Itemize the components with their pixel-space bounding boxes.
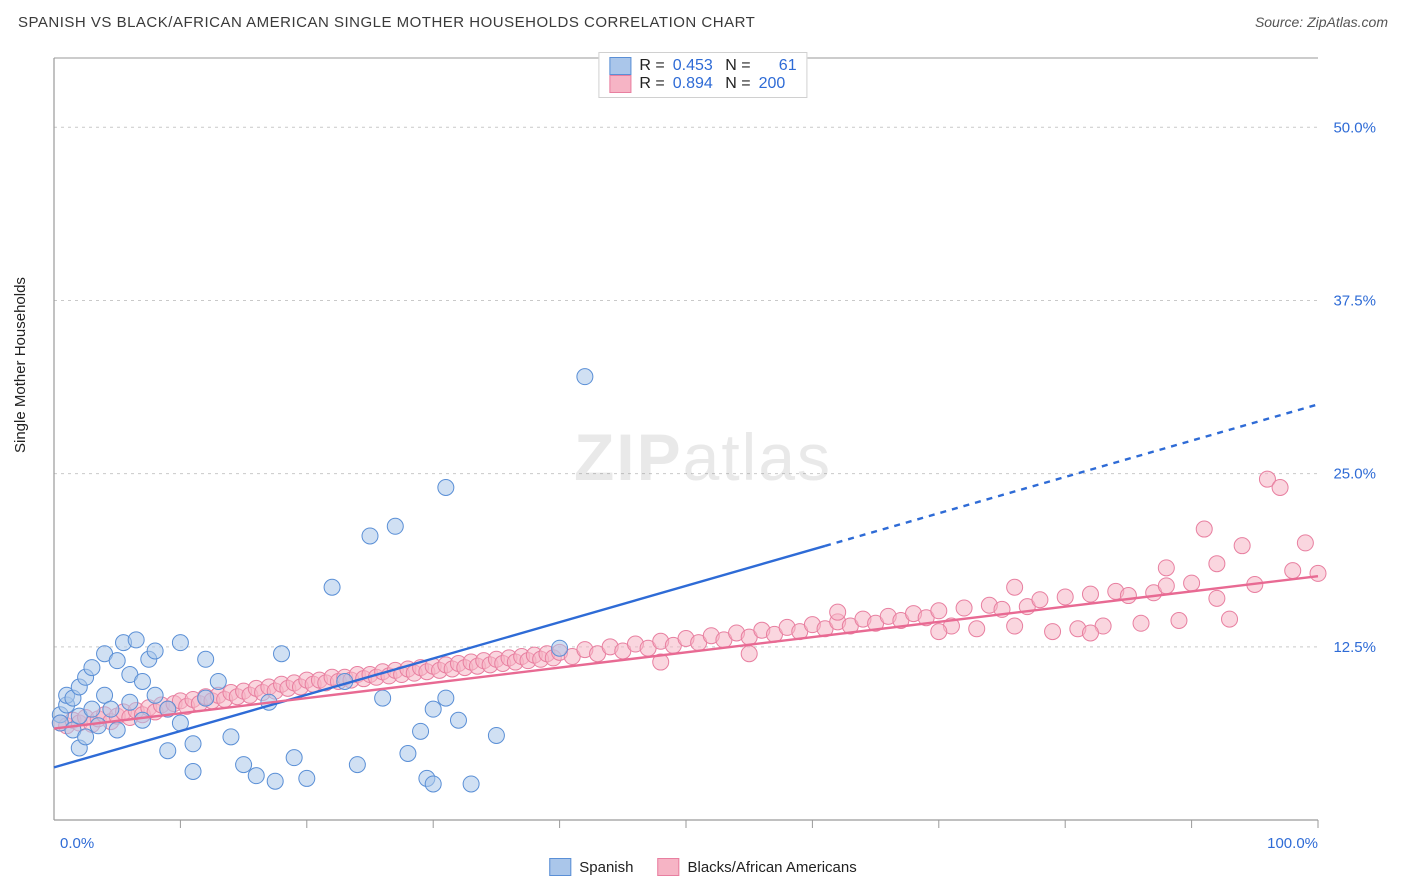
legend-item-black: Blacks/African Americans: [657, 858, 856, 876]
svg-text:50.0%: 50.0%: [1333, 119, 1376, 136]
chart-title: SPANISH VS BLACK/AFRICAN AMERICAN SINGLE…: [18, 14, 755, 31]
n-value-spanish: 61: [759, 57, 797, 75]
legend-row-black: R = 0.894 N = 200: [609, 75, 796, 93]
svg-text:12.5%: 12.5%: [1333, 639, 1376, 656]
svg-text:37.5%: 37.5%: [1333, 292, 1376, 309]
legend-row-spanish: R = 0.453 N = 61: [609, 57, 796, 75]
swatch-spanish: [609, 57, 631, 75]
legend-label-black: Blacks/African Americans: [687, 859, 856, 876]
swatch-black-icon: [657, 858, 679, 876]
legend-label-spanish: Spanish: [579, 859, 633, 876]
chart-area: Single Mother Households ZIPatlas 12.5%2…: [18, 50, 1388, 872]
svg-text:0.0%: 0.0%: [60, 835, 94, 852]
scatter-chart: 12.5% 25.0% 37.5% 50.0% 0.0% 100.0%: [18, 50, 1388, 872]
swatch-black: [609, 75, 631, 93]
correlation-legend: R = 0.453 N = 61 R = 0.894 N = 200: [598, 52, 807, 98]
legend-item-spanish: Spanish: [549, 858, 633, 876]
svg-text:100.0%: 100.0%: [1267, 835, 1318, 852]
source-label: Source: ZipAtlas.com: [1255, 14, 1388, 30]
n-value-black: 200: [759, 75, 786, 93]
series-legend: Spanish Blacks/African Americans: [549, 858, 856, 876]
svg-text:25.0%: 25.0%: [1333, 466, 1376, 483]
r-value-spanish: 0.453: [673, 57, 713, 75]
r-value-black: 0.894: [673, 75, 713, 93]
y-axis-label: Single Mother Households: [12, 277, 29, 453]
swatch-spanish-icon: [549, 858, 571, 876]
header: SPANISH VS BLACK/AFRICAN AMERICAN SINGLE…: [0, 0, 1406, 31]
